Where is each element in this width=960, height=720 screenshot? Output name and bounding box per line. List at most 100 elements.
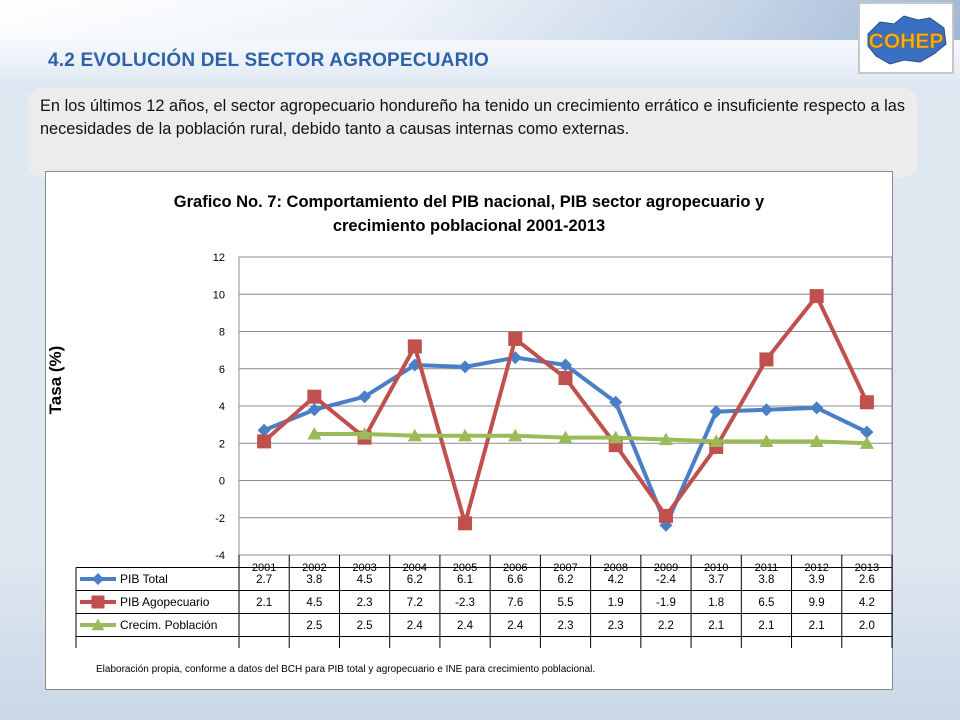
y-tick-label: -4	[215, 550, 225, 562]
data-point	[307, 403, 321, 417]
x-tick-label: 2008	[603, 562, 627, 574]
y-tick-label: -2	[215, 513, 225, 525]
x-tick-label: 2004	[403, 562, 427, 574]
data-point	[810, 401, 824, 415]
y-tick-label: 10	[213, 289, 225, 301]
table-value: 9.9	[809, 597, 825, 609]
data-point	[658, 432, 673, 446]
y-tick-label: 12	[213, 252, 225, 264]
cohep-logo: COHEP	[858, 2, 954, 74]
data-point	[809, 434, 824, 447]
table-value: 4.5	[306, 597, 322, 609]
x-tick-label: 2002	[302, 562, 326, 574]
table-value: 6.6	[507, 574, 523, 586]
data-point	[257, 434, 272, 449]
table-value: 2.5	[306, 620, 322, 632]
chart-title: Grafico No. 7: Comportamiento del PIB na…	[46, 190, 892, 238]
series-line-3	[314, 431, 867, 446]
table-value: 2.1	[809, 620, 825, 632]
data-point	[257, 423, 271, 437]
table-value: -2.3	[455, 597, 475, 609]
table-value: 4.2	[859, 597, 875, 609]
legend-marker	[91, 618, 105, 631]
data-point	[508, 331, 523, 346]
table-value: 6.2	[407, 574, 423, 586]
x-tick-label: 2013	[855, 562, 879, 574]
source-note: Elaboración propia, conforme a datos del…	[96, 664, 596, 675]
table-value: 2.3	[608, 620, 624, 632]
table-value: 6.2	[558, 574, 574, 586]
table-value: 2.1	[256, 597, 272, 609]
legend-marker	[92, 573, 104, 585]
data-point	[759, 352, 774, 367]
table-value: 4.2	[608, 574, 624, 586]
data-point	[809, 289, 824, 304]
table-value: 4.5	[357, 574, 373, 586]
data-point	[859, 436, 874, 449]
x-tick-label: 2010	[704, 562, 728, 574]
plot-area	[238, 256, 893, 556]
x-tick-label: 2011	[755, 562, 779, 574]
data-point	[307, 389, 322, 404]
logo-text: COHEP	[869, 30, 944, 53]
table-value: 2.1	[758, 620, 774, 632]
data-point	[860, 425, 874, 439]
table-value: -1.9	[656, 597, 676, 609]
chart-title-line-2: crecimiento poblacional 2001-2013	[332, 217, 606, 235]
table-value: 3.7	[708, 574, 724, 586]
y-tick-label: 8	[219, 327, 225, 339]
table-value: 7.6	[507, 597, 523, 609]
data-point	[407, 339, 422, 354]
x-tick-label: 2001	[252, 562, 276, 574]
x-tick-label: 2003	[352, 562, 376, 574]
data-point	[358, 390, 372, 404]
table-value: 3.8	[306, 574, 322, 586]
table-value: 2.4	[407, 620, 424, 632]
table-value: 2.2	[658, 620, 674, 632]
data-point	[458, 516, 473, 531]
data-point	[407, 428, 422, 442]
data-point	[859, 395, 874, 410]
data-point	[759, 403, 773, 417]
x-tick-label: 2006	[503, 562, 527, 574]
data-point	[759, 434, 774, 447]
table-value: 2.6	[859, 574, 875, 586]
data-point	[559, 358, 572, 372]
x-tick-label: 2005	[453, 562, 477, 574]
table-value: -2.4	[656, 574, 676, 586]
data-point	[709, 405, 723, 419]
data-point	[458, 428, 473, 442]
y-tick-label: 0	[219, 476, 225, 488]
header-band	[0, 0, 960, 40]
table-value: 5.5	[558, 597, 574, 609]
table-value: 3.9	[809, 574, 825, 586]
table-value: 2.4	[457, 620, 474, 632]
table-value: 3.8	[758, 574, 774, 586]
table-value: 6.5	[758, 597, 774, 609]
y-tick-label: 6	[219, 364, 225, 376]
table-value: 2.3	[357, 597, 373, 609]
table-value: 1.8	[708, 597, 724, 609]
table-value: 2.7	[256, 574, 272, 586]
table-value: 6.1	[457, 574, 473, 586]
table-value: 7.2	[407, 597, 423, 609]
data-point	[709, 434, 724, 447]
slide-title: 4.2 EVOLUCIÓN DEL SECTOR AGROPECUARIO	[48, 50, 489, 71]
table-value: 2.0	[859, 620, 875, 632]
legend-marker	[91, 595, 105, 609]
y-tick-label: 2	[219, 438, 225, 450]
data-point	[558, 371, 573, 386]
y-tick-label: 4	[219, 401, 225, 413]
table-value: 2.5	[357, 620, 373, 632]
legend-label: PIB Total	[120, 572, 168, 586]
legend-label: PIB Agopecuario	[120, 595, 210, 609]
data-point	[658, 508, 673, 523]
data-point	[508, 428, 523, 442]
chart-title-line-1: Grafico No. 7: Comportamiento del PIB na…	[173, 193, 765, 211]
x-tick-label: 2007	[553, 562, 577, 574]
data-point	[608, 430, 623, 444]
intro-text: En los últimos 12 años, el sector agrope…	[28, 88, 917, 178]
data-point	[609, 395, 623, 409]
table-value: 2.3	[558, 620, 574, 632]
data-point	[357, 426, 372, 440]
